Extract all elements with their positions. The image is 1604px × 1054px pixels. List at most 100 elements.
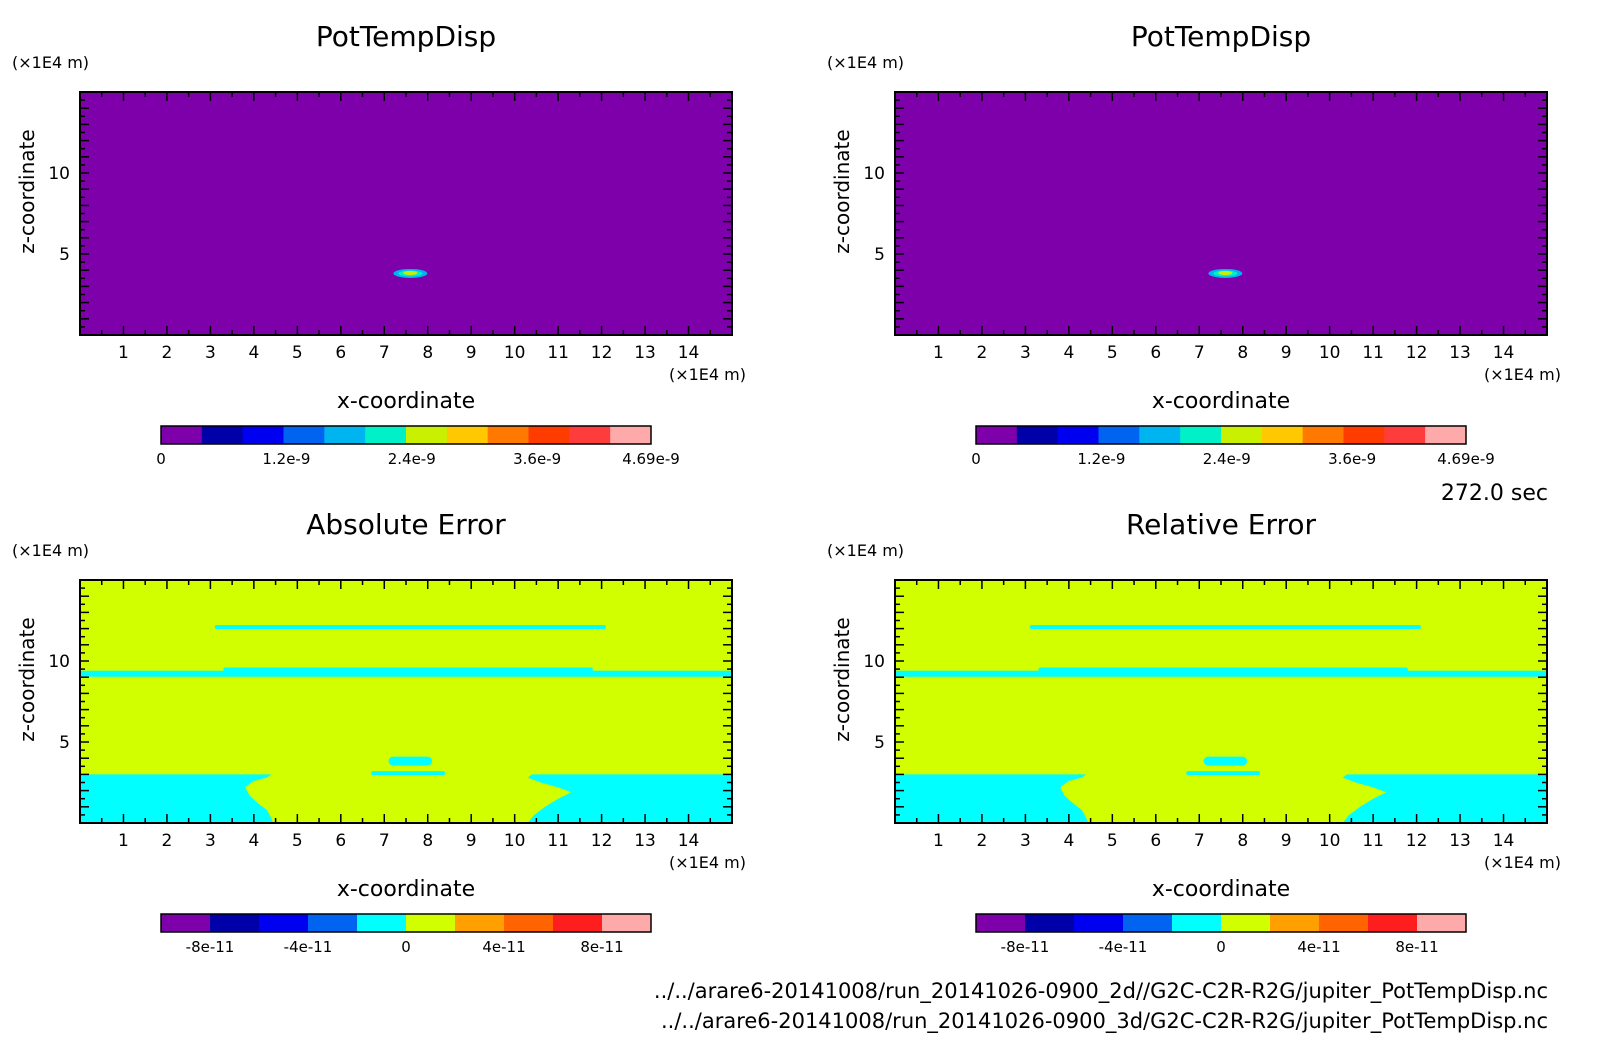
plot-area [80, 580, 732, 823]
x-tick-label: 1 [933, 831, 944, 851]
colorbar-label: -4e-11 [284, 938, 333, 956]
colorbar-swatch [528, 426, 570, 444]
x-axis-label: x-coordinate [337, 877, 475, 902]
colorbar-swatch [1016, 426, 1059, 444]
colorbar-swatch [504, 914, 554, 932]
anomaly-blob-core [403, 270, 418, 275]
x-tick-label: 8 [422, 343, 433, 363]
y-tick-label: 10 [48, 164, 70, 184]
colorbar-label: 3.6e-9 [1328, 450, 1376, 468]
y-tick-label: 5 [874, 245, 885, 265]
colorbar-label: 2.4e-9 [388, 450, 436, 468]
x-tick-label: 11 [547, 831, 569, 851]
colorbar-swatch [406, 426, 448, 444]
y-unit-label: (×1E4 m) [12, 541, 89, 560]
x-tick-label: 12 [1406, 343, 1428, 363]
x-tick-label: 10 [1319, 831, 1341, 851]
colorbar-swatch [357, 914, 407, 932]
x-tick-label: 9 [1281, 343, 1292, 363]
x-tick-label: 7 [379, 343, 390, 363]
x-tick-label: 10 [504, 831, 526, 851]
colorbar-swatch [1221, 914, 1271, 932]
x-tick-label: 10 [504, 343, 526, 363]
error-feature-thin [1186, 771, 1261, 776]
colorbar-swatch [1384, 426, 1426, 444]
x-tick-label: 8 [422, 831, 433, 851]
x-tick-label: 12 [591, 343, 613, 363]
y-tick-label: 10 [863, 164, 885, 184]
x-tick-label: 7 [379, 831, 390, 851]
x-tick-label: 13 [634, 831, 656, 851]
error-region-lower [80, 774, 732, 823]
x-tick-label: 7 [1194, 831, 1205, 851]
colorbar-label: 4.69e-9 [1437, 450, 1495, 468]
colorbar-label: 4.69e-9 [622, 450, 680, 468]
error-band-middle [895, 670, 1547, 677]
colorbar-frame [160, 913, 652, 933]
x-tick-label: 13 [1449, 831, 1471, 851]
x-tick-label: 12 [591, 831, 613, 851]
error-band-middle-bump [223, 667, 593, 672]
colorbar-swatch [1098, 426, 1140, 444]
colorbar-label: 0 [1216, 938, 1226, 956]
y-tick-label: 5 [59, 245, 70, 265]
y-tick-label: 10 [863, 652, 885, 672]
tick-marks [895, 92, 1547, 335]
x-unit-label: (×1E4 m) [669, 365, 746, 384]
x-tick-label: 2 [162, 831, 173, 851]
colorbar-frame [975, 913, 1467, 933]
x-tick-label: 8 [1237, 343, 1248, 363]
colorbar-swatch [201, 426, 244, 444]
colorbar-swatch [406, 914, 456, 932]
x-tick-label: 6 [1150, 831, 1161, 851]
error-band-middle-bump [1038, 667, 1408, 672]
x-tick-label: 6 [335, 831, 346, 851]
colorbar-label: 1.2e-9 [262, 450, 310, 468]
colorbar-swatch [1074, 914, 1124, 932]
tick-marks [895, 580, 1547, 823]
colorbar: -8e-11 -4e-11 0 4e-11 8e-11 [975, 913, 1467, 956]
background-field [80, 92, 732, 335]
chart-title: PotTempDisp [316, 20, 496, 53]
background-field [895, 92, 1547, 335]
colorbar-frame [160, 425, 652, 445]
x-tick-label: 14 [678, 831, 700, 851]
error-feature-small [1203, 756, 1248, 766]
anomaly-blob-core [1218, 270, 1233, 275]
colorbar-swatch [161, 426, 203, 444]
colorbar-label: 4e-11 [1297, 938, 1340, 956]
error-feature-thin [371, 771, 446, 776]
x-unit-label: (×1E4 m) [1484, 853, 1561, 872]
colorbar-label: 0 [156, 450, 166, 468]
x-tick-label: 11 [547, 343, 569, 363]
x-tick-label: 9 [466, 343, 477, 363]
colorbar-swatch [446, 426, 489, 444]
chart-panel-2: PotTempDisp(×1E4 m)1 2 3 4 5 6 7 8 9 10 11 12 13 1451… [827, 20, 1561, 468]
tick-marks [80, 580, 732, 823]
x-tick-label: 6 [1150, 343, 1161, 363]
colorbar-swatch [1172, 914, 1222, 932]
x-tick-label: 6 [335, 343, 346, 363]
plot-area [80, 92, 732, 335]
x-tick-label: 2 [162, 343, 173, 363]
colorbar-label: 0 [971, 450, 981, 468]
x-tick-label: 13 [634, 343, 656, 363]
plot-area [895, 92, 1547, 335]
y-tick-label: 10 [48, 652, 70, 672]
x-unit-label: (×1E4 m) [1484, 365, 1561, 384]
colorbar-label: 1.2e-9 [1077, 450, 1125, 468]
colorbar-swatch [976, 426, 1018, 444]
time-label: 272.0 sec [1441, 481, 1548, 506]
y-axis-label: z-coordinate [15, 129, 39, 253]
x-axis-label: x-coordinate [1152, 389, 1290, 414]
y-tick-label: 5 [59, 733, 70, 753]
colorbar-swatch [487, 426, 529, 444]
x-tick-label: 4 [248, 831, 259, 851]
x-tick-label: 3 [205, 343, 216, 363]
colorbar-swatch [308, 914, 358, 932]
x-tick-label: 2 [977, 831, 988, 851]
colorbar: -8e-11 -4e-11 0 4e-11 8e-11 [160, 913, 652, 956]
y-axis-label: z-coordinate [830, 129, 854, 253]
x-tick-label: 1 [118, 343, 129, 363]
